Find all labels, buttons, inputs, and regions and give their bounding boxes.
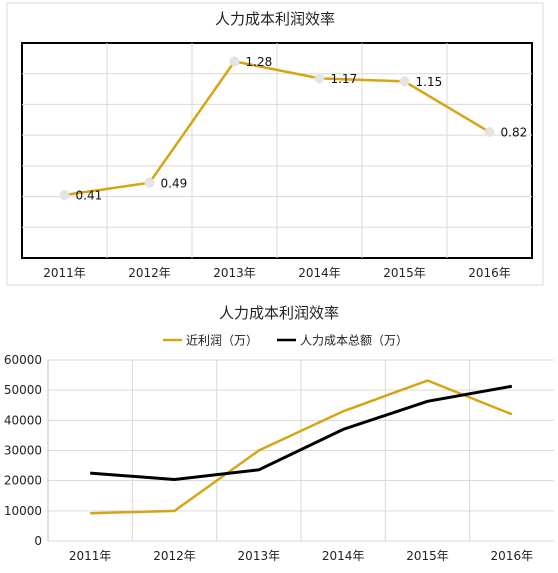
chart1-x-tick-label: 2016年 <box>468 266 511 280</box>
chart2-y-tick-label: 0 <box>34 534 42 548</box>
chart2-series-line <box>90 379 513 515</box>
chart1-x-tick-label: 2012年 <box>128 266 171 280</box>
chart1-data-label: 1.15 <box>416 75 443 89</box>
chart2-legend-label: 人力成本总额（万） <box>300 334 408 348</box>
chart1-data-label: 0.41 <box>76 189 103 203</box>
chart2-title: 人力成本利润效率 <box>219 304 339 322</box>
chart2-x-tick-label: 2012年 <box>153 549 196 563</box>
chart1-x-tick-label: 2015年 <box>383 266 426 280</box>
chart1-point <box>484 127 495 138</box>
chart2-y-tick-label: 60000 <box>4 353 42 367</box>
chart1-point <box>229 56 240 67</box>
chart2-y-tick-label: 20000 <box>4 474 42 488</box>
chart1-x-tick-label: 2014年 <box>298 266 341 280</box>
chart1-data-label: 0.82 <box>501 126 528 140</box>
chart1-point <box>314 73 325 84</box>
chart1-x-tick-label: 2011年 <box>43 266 86 280</box>
chart2-y-tick-label: 40000 <box>4 413 42 427</box>
chart2-x-tick-label: 2016年 <box>491 549 534 563</box>
chart1-series-line <box>64 60 491 197</box>
chart2-y-tick-label: 30000 <box>4 444 42 458</box>
chart1-title: 人力成本利润效率 <box>215 10 335 28</box>
chart2-series-line <box>90 384 513 481</box>
chart2-x-tick-label: 2011年 <box>69 549 112 563</box>
chart1-x-tick-label: 2013年 <box>213 266 256 280</box>
chart1-data-label: 0.49 <box>161 176 188 190</box>
chart1-point <box>144 177 155 188</box>
chart2-y-tick-label: 10000 <box>4 504 42 518</box>
chart1-point <box>59 190 70 201</box>
chart2-x-tick-label: 2015年 <box>406 549 449 563</box>
chart2-legend-label: 近利润（万） <box>186 334 258 348</box>
chart1-data-label: 1.28 <box>246 55 273 69</box>
chart2-x-tick-label: 2014年 <box>322 549 365 563</box>
chart2-y-tick-label: 50000 <box>4 383 42 397</box>
chart1-data-label: 1.17 <box>331 72 358 86</box>
chart1-point <box>399 76 410 87</box>
chart2-x-tick-label: 2013年 <box>238 549 281 563</box>
